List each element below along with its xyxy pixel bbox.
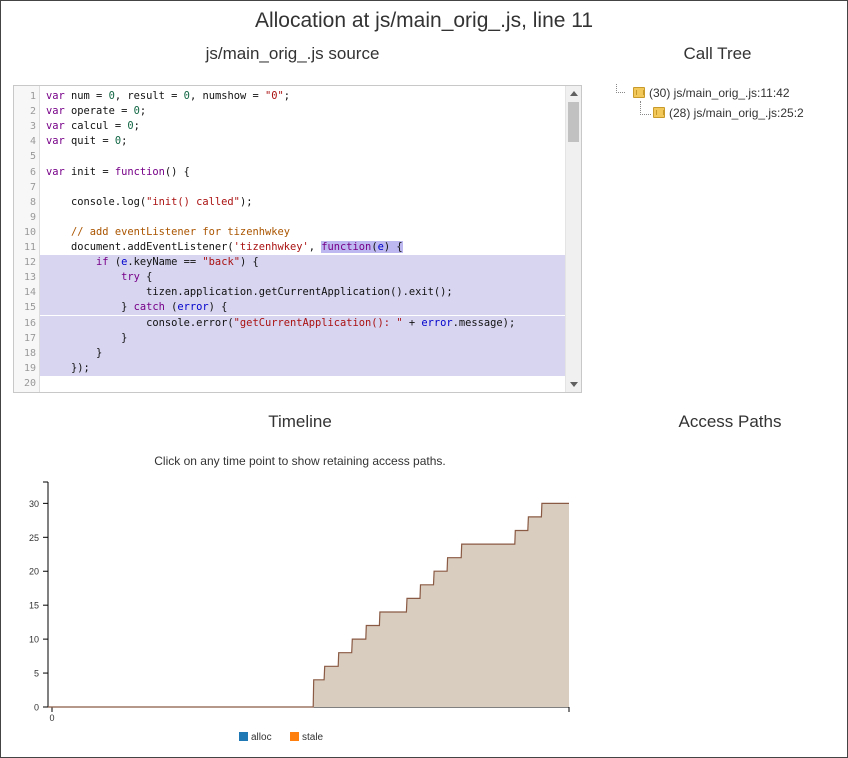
timeline-title: Timeline [268,412,332,431]
code-line: document.addEventListener('tizenhwkey', … [46,241,403,253]
y-tick-label: 30 [29,499,39,509]
editor-scrollbar[interactable] [565,86,581,392]
legend-swatch-alloc [239,732,248,741]
timeline-chart[interactable]: 0 5 10 15 20 25 30 0 [0,470,600,730]
code-line: } [40,330,567,346]
access-paths-title: Access Paths [678,412,782,431]
code-line: tizen.application.getCurrentApplication(… [40,285,567,301]
code-line: var num = 0, result = 0, numshow = "0"; [46,90,291,102]
code-line [40,180,567,195]
timeline-hint: Click on any time point to show retainin… [154,454,446,468]
call-tree-node[interactable]: (30) js/main_orig_.js:11:42 [633,85,790,101]
line-number: 12 [23,257,36,269]
code-line: }); [40,360,567,376]
y-tick-label: 20 [29,567,39,577]
y-tick-label: 15 [29,601,39,611]
call-tree-title: Call Tree [683,44,752,63]
source-panel-title: js/main_orig_.js source [205,44,380,63]
tree-branch-line [616,84,625,93]
code-line [40,376,567,391]
line-number: 18 [23,347,36,359]
call-tree-node[interactable]: (28) js/main_orig_.js:25:2 [653,105,804,121]
scroll-down-arrow-icon[interactable] [570,382,578,387]
line-number: 4 [29,136,36,148]
line-number: 3 [29,121,36,133]
code-editor[interactable]: 1 2 3 4 5 6 7 8 9 10 11 12 13 14 15 16 17 18 19 20 var num … [13,85,582,393]
line-number: 19 [23,362,36,374]
call-tree-node-label: (28) js/main_orig_.js:25:2 [669,106,804,120]
legend-alloc: alloc [239,732,272,743]
code-line: var quit = 0; [46,135,128,148]
legend-stale: stale [290,732,323,743]
code-line [40,149,567,164]
code-line: console.error("getCurrentApplication(): … [40,315,567,331]
line-number: 8 [29,196,36,208]
code-area[interactable]: var num = 0, result = 0, numshow = "0"; v… [40,86,567,392]
line-number: 7 [29,181,36,193]
line-number: 1 [29,91,36,102]
tree-branch-line [640,101,651,115]
code-line: if (e.keyName == "back") { [40,255,567,271]
line-number: 20 [23,377,36,389]
line-number: 16 [23,317,36,329]
line-number: 5 [29,151,36,163]
line-number: 17 [23,332,36,344]
scroll-thumb[interactable] [568,102,579,142]
line-number: 6 [29,166,36,178]
legend-label-stale: stale [302,732,324,743]
page-title: Allocation at js/main_orig_.js, line 11 [254,9,594,32]
code-line: } [40,345,567,361]
legend-swatch-stale [290,732,299,741]
line-number: 9 [29,211,36,223]
code-line: var operate = 0; [46,105,147,118]
line-number: 11 [23,242,36,253]
call-tree-node-label: (30) js/main_orig_.js:11:42 [649,86,790,100]
alloc-line [48,502,569,708]
y-tick-label: 5 [34,669,39,679]
line-number: 10 [23,226,36,238]
y-tick-label: 25 [29,533,39,543]
code-line [40,210,567,225]
line-number: 2 [29,106,36,118]
y-tick-label: 0 [34,703,39,713]
line-number: 14 [23,287,36,299]
code-line: // add eventListener for tizenhwkey [71,225,290,238]
code-line: } catch (error) { [40,300,567,316]
line-number-gutter: 1 2 3 4 5 6 7 8 9 10 11 12 13 14 15 16 17 18 19 20 [14,86,40,392]
x-tick-label: 0 [49,713,54,723]
alloc-area [48,503,569,707]
code-line: try { [40,270,567,286]
folder-icon [633,87,645,98]
line-number: 15 [23,302,36,314]
code-line: console.log("init() called"); [46,195,253,208]
code-line: var init = function() { [46,165,190,178]
legend-label-alloc: alloc [251,732,272,743]
line-number: 13 [23,272,36,284]
y-tick-label: 10 [29,635,39,645]
scroll-up-arrow-icon[interactable] [570,91,578,96]
code-line: var calcul = 0; [46,120,140,133]
folder-icon [653,107,665,118]
